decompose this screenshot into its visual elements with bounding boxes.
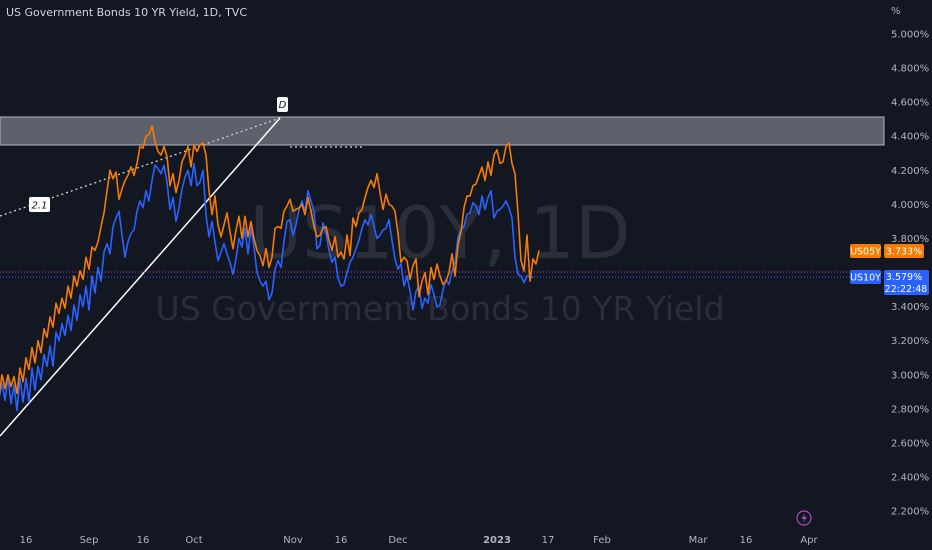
y-tick-label: 2.800% [891,404,929,415]
y-tick-label: 3.400% [891,302,929,313]
x-tick-label: 17 [542,535,555,546]
wave-d-label: D [279,100,287,111]
us10y-name-label: US10Y [850,273,881,284]
ratio-label: 2.1 [32,201,48,212]
y-tick-label: 2.200% [891,507,929,518]
y-tick-label: 4.200% [891,166,929,177]
x-axis[interactable]: 16 Sep 16 Oct Nov 16 Dec 2023 17 Feb Mar 16 Apr [20,535,819,546]
ratio-label-box[interactable] [29,197,50,212]
y-tick-label: 3.800% [891,234,929,245]
us05y-name-tag[interactable] [850,244,881,258]
y-axis[interactable]: 5.000% 4.800% 4.600% 4.400% 4.200% 4.000% 3.80… [891,30,929,518]
y-tick-label: 2.400% [891,473,929,484]
y-tick-label: 3.000% [891,370,929,381]
event-icon[interactable] [796,510,812,526]
lightning-icon [801,513,807,524]
series-line-us10y[interactable] [0,162,534,412]
y-tick-label: 2.600% [891,439,929,450]
x-tick-label: 16 [137,535,150,546]
x-tick-label: Sep [80,535,99,546]
us05y-price-label: 3.733% [886,247,922,258]
series-line-us05y[interactable] [0,125,540,395]
us05y-name-label: US05Y [850,247,881,258]
y-tick-label: 3.200% [891,336,929,347]
y-tick-label: 4.600% [891,98,929,109]
x-tick-label: 16 [20,535,33,546]
x-tick-label: 16 [740,535,753,546]
series-layer [0,125,540,412]
y-tick-label: 4.400% [891,132,929,143]
x-tick-label: Dec [388,535,407,546]
x-tick-label: Apr [800,535,818,546]
us10y-name-tag[interactable] [850,270,881,284]
x-tick-label: 16 [335,535,348,546]
wave-d-label-box[interactable] [277,97,288,112]
chart-title: US Government Bonds 10 YR Yield, 1D, TVC [6,6,247,19]
us10y-price-tag[interactable] [884,270,929,295]
x-tick-label: Oct [185,535,202,546]
y-tick-label: 4.800% [891,64,929,75]
x-tick-label: Feb [593,535,611,546]
y-tick-label: 4.000% [891,200,929,211]
x-tick-label: 2023 [483,535,511,546]
us05y-price-tag[interactable] [884,244,924,258]
x-tick-label: Mar [689,535,709,546]
description-watermark: US Government Bonds 10 YR Yield [156,289,725,328]
resistance-zone[interactable] [0,116,885,146]
trend-line[interactable] [0,117,281,437]
countdown-label: 22:22:48 [885,284,928,295]
us10y-price-label: 3.579% [886,272,922,283]
y-unit-label: % [891,6,901,17]
y-tick-label: 5.000% [891,30,929,41]
x-tick-label: Nov [283,535,303,546]
